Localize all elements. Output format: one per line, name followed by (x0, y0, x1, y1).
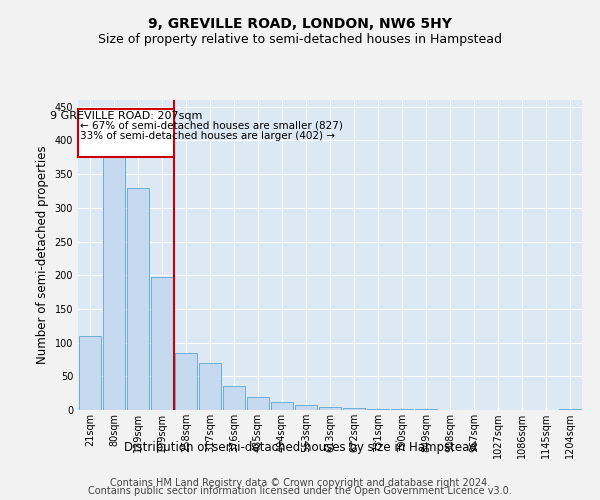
Bar (343, 408, 365, 410)
Bar (199, 363, 221, 410)
Bar (151, 276, 173, 410)
Y-axis label: Number of semi-detached properties: Number of semi-detached properties (36, 146, 49, 364)
Text: 33% of semi-detached houses are larger (402) →: 33% of semi-detached houses are larger (… (80, 131, 335, 141)
Bar (223, 386, 245, 410)
Bar (127, 188, 149, 410)
Text: ← 67% of semi-detached houses are smaller (827): ← 67% of semi-detached houses are smalle… (80, 121, 343, 131)
Bar (175, 352, 197, 410)
FancyBboxPatch shape (78, 109, 174, 158)
Bar (367, 408, 389, 410)
Text: Contains HM Land Registry data © Crown copyright and database right 2024.: Contains HM Land Registry data © Crown c… (110, 478, 490, 488)
Bar (79, 336, 101, 410)
Text: 9, GREVILLE ROAD, LONDON, NW6 5HY: 9, GREVILLE ROAD, LONDON, NW6 5HY (148, 18, 452, 32)
Bar (295, 406, 317, 410)
Text: 9 GREVILLE ROAD: 207sqm: 9 GREVILLE ROAD: 207sqm (50, 112, 202, 122)
Bar (319, 406, 341, 410)
Bar (247, 396, 269, 410)
Bar (271, 402, 293, 410)
Text: Size of property relative to semi-detached houses in Hampstead: Size of property relative to semi-detach… (98, 32, 502, 46)
Text: Distribution of semi-detached houses by size in Hampstead: Distribution of semi-detached houses by … (124, 441, 476, 454)
Bar (103, 158, 125, 410)
Text: Contains public sector information licensed under the Open Government Licence v3: Contains public sector information licen… (88, 486, 512, 496)
